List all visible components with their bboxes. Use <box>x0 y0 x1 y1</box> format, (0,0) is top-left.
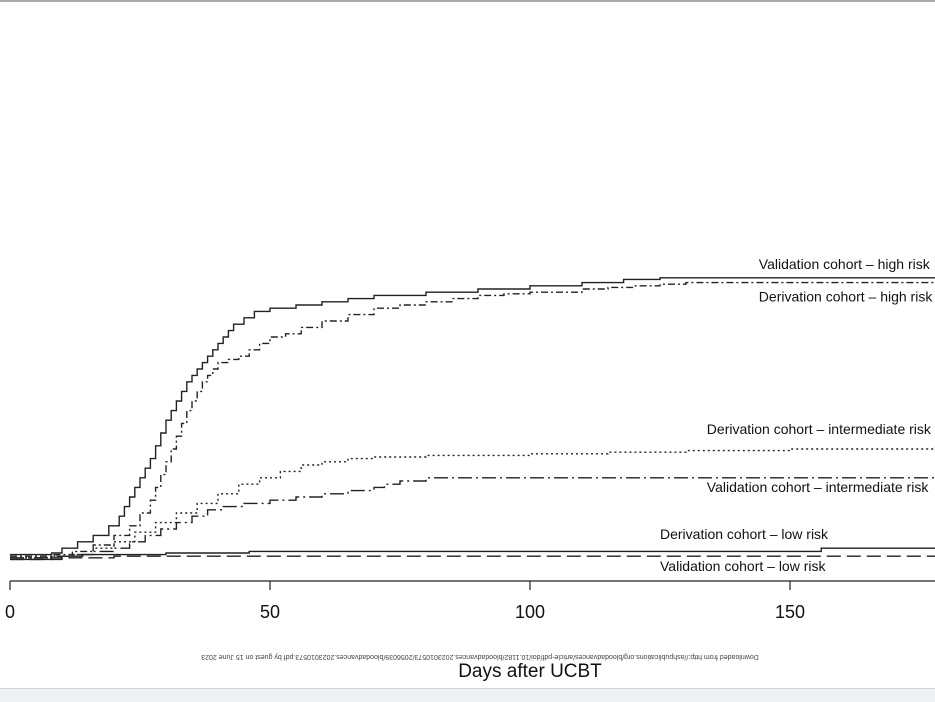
x-tick-label-150: 150 <box>775 602 805 622</box>
series-layer <box>10 277 935 561</box>
window-footer <box>0 688 935 702</box>
series-line-3 <box>10 445 935 559</box>
series-line-6 <box>10 555 935 561</box>
series-label-4: Validation cohort – intermediate risk <box>707 479 930 495</box>
x-tick-label-50: 50 <box>260 602 280 622</box>
x-axis-label: Days after UCBT <box>458 661 602 682</box>
series-line-5 <box>10 547 935 561</box>
x-axis: 0 50 100 150 <box>5 580 935 622</box>
series-label-5: Derivation cohort – low risk <box>660 526 829 542</box>
series-labels: Validation cohort – high risk Derivation … <box>660 256 933 574</box>
series-label-2: Derivation cohort – high risk <box>759 289 934 305</box>
x-tick-label-100: 100 <box>515 602 545 622</box>
download-watermark: Downloaded from http://ashpublications.o… <box>201 653 759 660</box>
series-line-1 <box>10 277 935 556</box>
series-line-2 <box>10 281 935 557</box>
x-tick-label-0: 0 <box>5 602 15 622</box>
series-label-6: Validation cohort – low risk <box>660 558 826 574</box>
series-label-1: Validation cohort – high risk <box>759 256 931 272</box>
series-label-3: Derivation cohort – intermediate risk <box>707 421 932 437</box>
